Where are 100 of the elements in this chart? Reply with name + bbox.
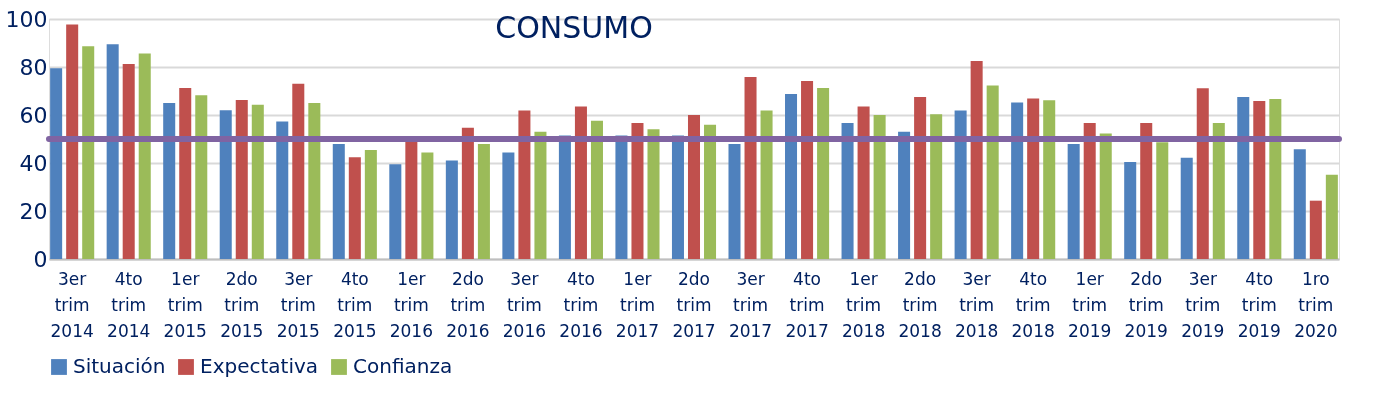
x-tick-label: 2do trim 2015: [220, 268, 264, 341]
bar: [1156, 142, 1169, 259]
bar: [1196, 88, 1209, 259]
legend-label: Confianza: [353, 354, 453, 378]
x-tick-label: 4to trim 2019: [1237, 268, 1281, 341]
bar: [1237, 97, 1250, 259]
bar: [954, 110, 967, 259]
x-tick-label: 2do trim 2019: [1124, 268, 1168, 341]
x-tick-label: 2do trim 2016: [446, 268, 490, 341]
bar: [898, 131, 911, 259]
bar: [574, 106, 587, 259]
bar: [1309, 200, 1322, 259]
x-tick-label: 1ro trim 2020: [1294, 268, 1338, 341]
bar: [1067, 144, 1080, 259]
bar: [631, 122, 644, 259]
bar: [857, 106, 870, 259]
x-tick-label: 1er trim 2019: [1068, 268, 1112, 341]
bar: [1027, 98, 1040, 259]
bar: [1043, 100, 1056, 259]
x-tick-label: 1er trim 2016: [389, 268, 433, 341]
bar: [785, 93, 798, 259]
y-tick-label: 40: [19, 150, 48, 176]
bar: [276, 121, 289, 259]
bar: [1253, 101, 1266, 259]
x-tick-label: 2do trim 2018: [898, 268, 942, 341]
x-tick-label: 2do trim 2017: [672, 268, 716, 341]
bar: [66, 24, 79, 259]
bar: [817, 87, 830, 259]
bar: [477, 144, 490, 259]
bar: [1124, 162, 1137, 259]
bar: [534, 131, 547, 259]
x-tick-label: 4to trim 2017: [785, 268, 829, 341]
x-tick-label: 4to trim 2018: [1011, 268, 1055, 341]
x-tick-label: 3er trim 2015: [276, 268, 320, 341]
legend-label: Situación: [73, 354, 166, 378]
bar: [1011, 102, 1024, 259]
bar: [445, 160, 458, 259]
x-tick-label: 3er trim 2014: [50, 268, 94, 341]
x-tick-label: 4to trim 2015: [333, 268, 377, 341]
bar: [590, 120, 603, 259]
bar: [308, 103, 321, 259]
bar: [50, 68, 63, 259]
y-tick-label: 100: [5, 6, 48, 32]
bar: [421, 152, 434, 259]
bar: [1099, 133, 1112, 259]
bar: [1180, 157, 1193, 259]
x-tick-label: 1er trim 2015: [163, 268, 207, 341]
bar: [1269, 98, 1282, 259]
x-tick-label: 4to trim 2016: [559, 268, 603, 341]
y-tick-label: 20: [19, 198, 48, 224]
y-tick-label: 80: [19, 54, 48, 80]
bar: [405, 140, 418, 259]
bar: [251, 104, 264, 259]
bar: [82, 46, 95, 259]
bar: [348, 157, 361, 259]
bar: [235, 99, 248, 259]
bar: [930, 114, 943, 259]
bar: [195, 95, 208, 259]
bar: [986, 85, 999, 259]
bar: [1083, 122, 1096, 259]
bar: [106, 44, 119, 259]
bar: [332, 144, 345, 259]
bar: [292, 83, 305, 259]
bar: [1212, 122, 1225, 259]
bar: [163, 103, 176, 259]
x-tick-label: 1er trim 2017: [615, 268, 660, 341]
x-tick-label: 1er trim 2018: [841, 268, 886, 341]
y-tick-label: 60: [19, 102, 48, 128]
bar: [914, 97, 927, 259]
bar: [671, 135, 684, 259]
chart-title: CONSUMO: [495, 10, 653, 45]
bar: [744, 77, 757, 259]
bar: [219, 110, 232, 259]
bar: [728, 144, 741, 259]
bar: [687, 115, 701, 259]
bar: [1325, 174, 1338, 259]
bar: [389, 164, 402, 259]
y-tick-label: 0: [33, 246, 48, 272]
x-tick-label: 4to trim 2014: [107, 268, 151, 341]
bar: [801, 80, 814, 259]
bar: [873, 115, 886, 259]
x-tick-label: 3er trim 2018: [955, 268, 999, 341]
bar: [647, 129, 660, 259]
bar: [138, 53, 151, 259]
bar: [615, 135, 628, 259]
bar: [841, 122, 854, 259]
bar: [558, 135, 571, 259]
bar: [1293, 149, 1306, 259]
bar: [179, 87, 192, 259]
legend-label: Expectativa: [200, 354, 319, 378]
x-tick-label: 3er trim 2017: [728, 268, 773, 341]
x-tick-label: 3er trim 2016: [502, 268, 547, 341]
bar: [760, 110, 773, 259]
x-tick-label: 3er trim 2019: [1181, 268, 1225, 341]
bar: [461, 127, 474, 259]
bar: [122, 63, 135, 259]
bar: [518, 110, 531, 259]
bar: [970, 61, 983, 259]
bar: [502, 152, 515, 259]
bar: [704, 124, 717, 259]
